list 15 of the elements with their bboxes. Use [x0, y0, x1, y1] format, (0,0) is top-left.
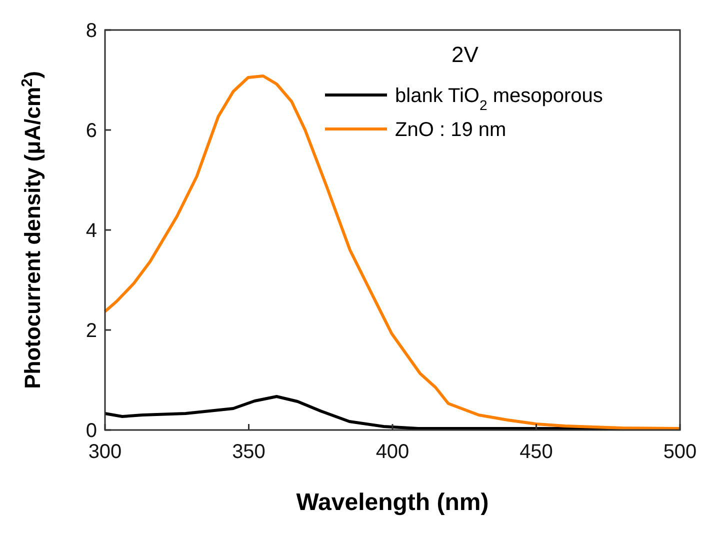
x-tick-label: 300: [88, 441, 122, 463]
y-tick-label: 4: [86, 220, 97, 242]
x-tick-label: 350: [232, 441, 266, 463]
line-series: [104, 74, 682, 430]
y-tick-label: 2: [86, 320, 97, 342]
legend-label: blank TiO$_{2}$ mesoporous: [395, 85, 603, 113]
x-axis-title: Wavelength (nm): [296, 489, 489, 516]
x-tick-label: 500: [663, 441, 697, 463]
y-tick-label: 8: [86, 20, 97, 42]
y-tick-label: 0: [86, 420, 97, 442]
legend-title: 2V: [452, 42, 479, 67]
x-tick-label: 450: [520, 441, 553, 463]
legend-label: ZnO : 19 nm: [395, 119, 506, 141]
x-tick-label: 400: [376, 441, 410, 463]
y-tick-label: 6: [86, 120, 97, 142]
